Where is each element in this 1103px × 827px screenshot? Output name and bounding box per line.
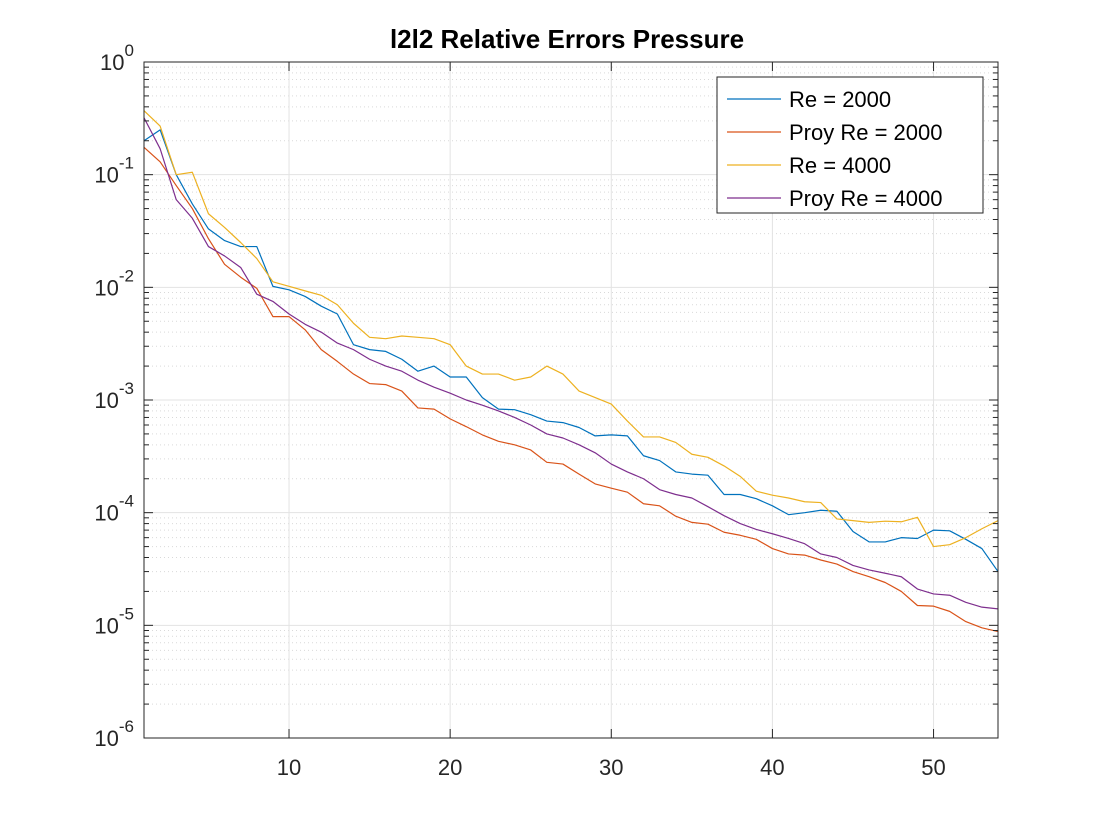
y-tick-exponent: -2 — [119, 266, 134, 285]
y-tick-exponent: -6 — [119, 717, 134, 736]
series-line-proy-re-4000 — [143, 117, 999, 610]
y-tick-exponent: -3 — [119, 379, 134, 398]
x-tick-label: 20 — [438, 755, 462, 780]
y-tick-exponent: -5 — [119, 604, 134, 623]
series-line-re-2000 — [143, 129, 999, 572]
legend-label-re-4000: Re = 4000 — [789, 153, 891, 178]
y-tick-exponent: -1 — [119, 154, 134, 173]
y-tick-exponent: -4 — [119, 492, 134, 511]
x-tick-label: 10 — [277, 755, 301, 780]
legend-box — [716, 76, 984, 214]
chart-title: l2l2 Relative Errors Pressure — [390, 24, 744, 54]
series-lines — [143, 110, 999, 633]
x-tick-label: 30 — [599, 755, 623, 780]
x-tick-label: 50 — [921, 755, 945, 780]
series-line-proy-re-2000 — [143, 146, 999, 633]
legend-label-proy-re-4000: Proy Re = 4000 — [789, 186, 942, 211]
ticks — [144, 61, 998, 739]
legend-label-proy-re-2000: Proy Re = 2000 — [789, 120, 942, 145]
legend-label-re-2000: Re = 2000 — [789, 87, 891, 112]
series-line-re-4000 — [143, 110, 999, 548]
x-tick-label: 40 — [760, 755, 784, 780]
legend[interactable]: Re = 2000 Proy Re = 2000 Re = 4000 Proy Re … — [716, 76, 984, 214]
y-tick-exponent: 0 — [125, 41, 134, 60]
